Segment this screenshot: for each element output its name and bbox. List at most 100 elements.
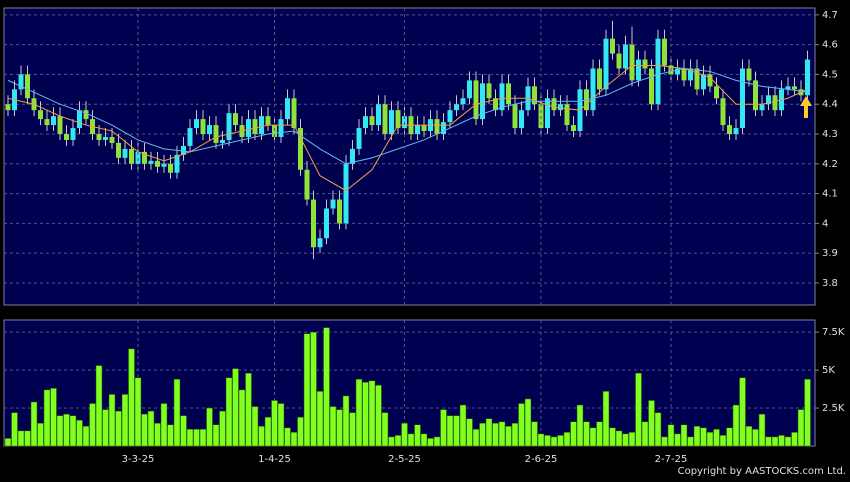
- candle-body: [642, 59, 648, 69]
- volume-bar: [277, 403, 285, 447]
- candle-body: [532, 86, 537, 105]
- volume-bar: [284, 427, 291, 447]
- volume-bar: [531, 421, 538, 447]
- volume-bar: [667, 424, 675, 447]
- candle-body: [174, 154, 180, 173]
- volume-bar: [453, 415, 460, 447]
- candle-body: [395, 110, 401, 129]
- candle-body: [389, 110, 394, 135]
- volume-bar: [108, 394, 116, 447]
- volume-bar: [11, 412, 18, 447]
- candle-body: [116, 142, 121, 158]
- candle-body: [610, 38, 615, 54]
- candle-body: [304, 169, 310, 200]
- volume-bar: [713, 429, 720, 447]
- volume-bar: [160, 403, 168, 447]
- candle-body: [382, 104, 388, 135]
- volume-bar: [771, 436, 779, 447]
- volume-bar: [414, 424, 421, 447]
- volume-bar: [505, 426, 512, 447]
- candle-body: [629, 44, 635, 81]
- volume-bar: [102, 409, 109, 447]
- volume-bar: [485, 418, 493, 447]
- volume-bar: [89, 403, 96, 447]
- candle-body: [655, 38, 661, 105]
- candle-body: [369, 116, 375, 126]
- volume-bar: [420, 433, 428, 447]
- y-tick-label: 5K: [822, 365, 835, 376]
- volume-bar: [394, 435, 402, 447]
- volume-bar: [50, 388, 57, 447]
- volume-bar: [238, 389, 246, 447]
- volume-bar: [154, 422, 161, 447]
- candle-body: [694, 68, 700, 90]
- volume-bar: [245, 372, 252, 447]
- y-tick-label: 7.5K: [822, 327, 845, 338]
- candle-body: [38, 110, 43, 120]
- volume-bar: [615, 430, 623, 447]
- volume-bar: [628, 432, 636, 447]
- x-tick-label: 3-3-25: [122, 454, 155, 465]
- volume-bar: [17, 430, 25, 447]
- x-tick-label: 2-5-25: [388, 454, 421, 465]
- volume-bar: [336, 409, 343, 447]
- candle-body: [213, 125, 219, 143]
- y-tick-label: 4.3: [822, 129, 838, 140]
- volume-bar: [563, 432, 571, 447]
- candle-body: [142, 151, 147, 164]
- volume-bar: [706, 432, 714, 447]
- candle-body: [785, 86, 791, 90]
- candle-body: [727, 125, 732, 135]
- volume-bar: [641, 421, 649, 447]
- candle-body: [64, 134, 69, 140]
- volume-bar: [648, 400, 655, 447]
- candle-body: [51, 116, 56, 126]
- y-tick-label: 4.4: [822, 99, 838, 110]
- volume-bar: [518, 403, 525, 447]
- candle-body: [252, 119, 258, 135]
- candle-body: [148, 160, 154, 164]
- volume-bar: [680, 424, 688, 447]
- volume-bar: [440, 409, 447, 447]
- candle-body: [298, 128, 303, 170]
- candle-body: [415, 125, 420, 135]
- candle-body: [109, 136, 115, 143]
- candle-body: [246, 119, 251, 137]
- volume-bar: [316, 391, 324, 447]
- y-tick-label: 4.2: [822, 159, 838, 170]
- volume-bar: [472, 429, 480, 447]
- volume-bar: [674, 433, 681, 447]
- candle-body: [759, 104, 765, 111]
- volume-bar: [225, 377, 233, 447]
- volume-bar: [388, 436, 395, 447]
- moving-average-line: [7, 67, 808, 165]
- volume-bar: [498, 421, 506, 447]
- volume-bar: [173, 378, 181, 447]
- volume-bar: [147, 410, 155, 447]
- candle-body: [226, 113, 232, 140]
- candle-body: [122, 148, 128, 158]
- candle-body: [363, 116, 368, 129]
- candle-body: [96, 134, 102, 140]
- candle-body: [421, 125, 427, 132]
- volume-bar: [719, 435, 727, 447]
- volume-bar: [784, 436, 792, 447]
- candle-body: [571, 125, 576, 132]
- candle-body: [194, 119, 199, 129]
- volume-bar: [82, 426, 90, 447]
- y-tick-label: 4.1: [822, 189, 838, 200]
- candle-body: [616, 53, 622, 69]
- volume-bar: [251, 406, 259, 447]
- volume-bar: [550, 436, 558, 447]
- candle-body: [25, 74, 30, 99]
- moving-average-line: [7, 64, 808, 192]
- candle-body: [636, 59, 641, 81]
- volume-bar: [186, 429, 194, 447]
- candle-body: [688, 68, 693, 81]
- candle-body: [766, 95, 771, 105]
- volume-bar: [219, 410, 226, 447]
- candle-body: [161, 163, 167, 167]
- volume-bar: [76, 419, 83, 447]
- candle-body: [434, 119, 440, 135]
- candle-body: [376, 104, 381, 126]
